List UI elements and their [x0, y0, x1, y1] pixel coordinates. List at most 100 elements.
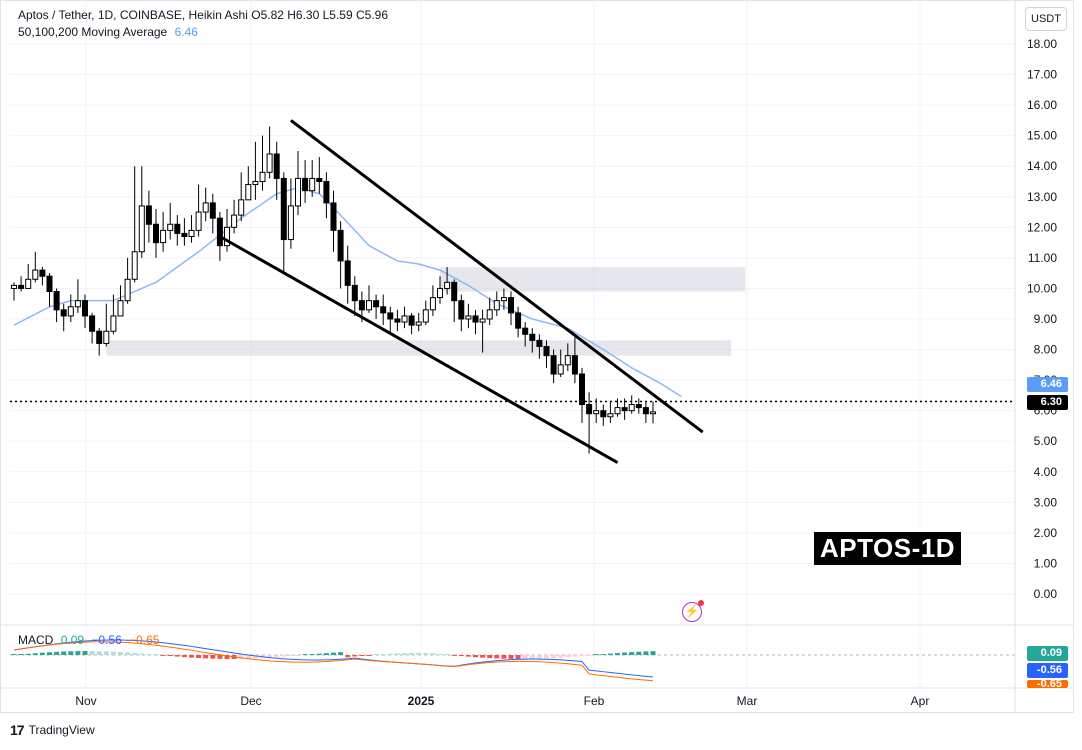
currency-button[interactable]: USDT	[1025, 7, 1067, 31]
macd-histogram-bar	[558, 655, 564, 658]
macd-header[interactable]: MACD 0.09 −0.56 −0.65	[18, 633, 163, 647]
candle-up	[557, 364, 564, 375]
candle-up	[650, 411, 656, 415]
candle-down	[358, 300, 365, 311]
macd-histogram-bar	[331, 652, 336, 655]
ma-price-badge: 6.46	[1027, 377, 1068, 392]
candle-up	[415, 321, 422, 326]
candle-up	[444, 281, 451, 289]
candle-up	[465, 315, 472, 320]
channel-upper-line[interactable]	[289, 119, 704, 434]
candle-up	[309, 177, 316, 192]
candle-down	[635, 404, 642, 409]
macd-histogram-bar	[118, 652, 123, 655]
candle-down	[82, 300, 88, 317]
candle-down	[522, 327, 529, 335]
candle-up	[422, 309, 429, 323]
x-tick-label: Apr	[911, 694, 930, 708]
indicator-header[interactable]: 50,100,200 Moving Average 6.46	[18, 25, 198, 39]
macd-histogram-bar	[210, 655, 216, 659]
x-tick-label: Feb	[584, 694, 605, 708]
candle-up	[628, 404, 635, 412]
candle-down	[273, 153, 280, 179]
candle-down	[600, 410, 607, 418]
tradingview-footer[interactable]: 17 TradingView	[10, 722, 95, 738]
candle-down	[472, 315, 479, 323]
candle-down	[387, 312, 394, 320]
candle-up	[437, 287, 443, 299]
candle-up	[245, 184, 252, 201]
macd-histogram-bar	[416, 653, 422, 655]
macd-histogram-bar	[96, 651, 102, 655]
candle-up	[25, 278, 32, 289]
macd-histogram-bar	[316, 653, 322, 655]
candle-up	[401, 315, 408, 323]
macd-histogram-bar	[75, 651, 81, 655]
macd-histogram-bar	[593, 654, 599, 655]
candle-up	[160, 229, 167, 244]
macd-histogram-bar	[437, 654, 443, 655]
macd-histogram-bar	[274, 655, 280, 658]
supply-zone	[440, 267, 746, 292]
candle-down	[60, 309, 67, 317]
macd-histogram-bar	[323, 653, 329, 655]
candle-up	[138, 205, 145, 253]
y-tick-label: 18.00	[1027, 37, 1057, 51]
candle-down	[53, 291, 60, 311]
macd-histogram-bar	[238, 655, 244, 659]
macd-histogram-bar	[32, 653, 38, 655]
candle-down	[96, 330, 103, 344]
macd-histogram-bar	[636, 651, 642, 655]
macd-histogram-bar	[402, 653, 407, 655]
macd-histogram-bar	[18, 654, 24, 655]
candle-up	[231, 214, 238, 228]
candle-down	[586, 404, 593, 415]
candle-down	[529, 333, 536, 341]
candle-up	[74, 300, 81, 308]
macd-line-value: −0.56	[91, 633, 122, 647]
candle-down	[451, 281, 458, 302]
macd-histogram-bar	[61, 651, 67, 655]
lightning-icon[interactable]: ⚡	[682, 600, 704, 622]
macd-histogram-bar	[650, 651, 656, 655]
macd-histogram-bar	[572, 655, 578, 657]
y-tick-label: 3.00	[1034, 495, 1058, 509]
candle-up	[607, 413, 614, 418]
candle-down	[174, 223, 181, 234]
macd-histogram-bar	[394, 653, 400, 655]
channel-lower-line[interactable]	[219, 235, 619, 464]
macd-histogram-bar	[473, 655, 478, 658]
macd-histogram-bar	[544, 655, 549, 659]
candle-up	[103, 330, 110, 344]
candle-up	[259, 171, 266, 182]
candle-down	[621, 407, 628, 412]
candle-down	[344, 260, 351, 286]
candle-down	[330, 202, 337, 231]
candle-down	[550, 355, 557, 375]
macd-histogram-bar	[565, 655, 571, 658]
macd-histogram-bar	[480, 655, 486, 658]
tradingview-logo-icon: 17	[10, 722, 25, 738]
candle-down	[536, 339, 543, 347]
candle-down	[380, 306, 387, 314]
candle-down	[642, 407, 649, 415]
macd-histogram-bar	[167, 655, 173, 656]
candle-down	[394, 318, 401, 323]
y-tick-label: 11.00	[1028, 251, 1057, 265]
macd-histogram-bar	[54, 651, 60, 655]
candle-down	[408, 315, 415, 326]
macd-histogram-bar	[103, 651, 109, 655]
candle-down	[153, 223, 159, 244]
chart-frame	[0, 0, 1074, 713]
macd-histogram-bar	[352, 655, 358, 657]
macd-histogram-bar	[387, 653, 393, 655]
x-tick-label: Mar	[737, 694, 758, 708]
x-tick-label: 2025	[408, 694, 435, 708]
macd-histogram-bar	[643, 651, 649, 655]
macd-histogram-bar	[366, 655, 372, 656]
macd-histogram-bar	[82, 651, 88, 655]
y-tick-label: 5.00	[1034, 434, 1058, 448]
macd-histogram-bar	[465, 655, 471, 657]
macd-histogram-bar	[622, 652, 628, 655]
